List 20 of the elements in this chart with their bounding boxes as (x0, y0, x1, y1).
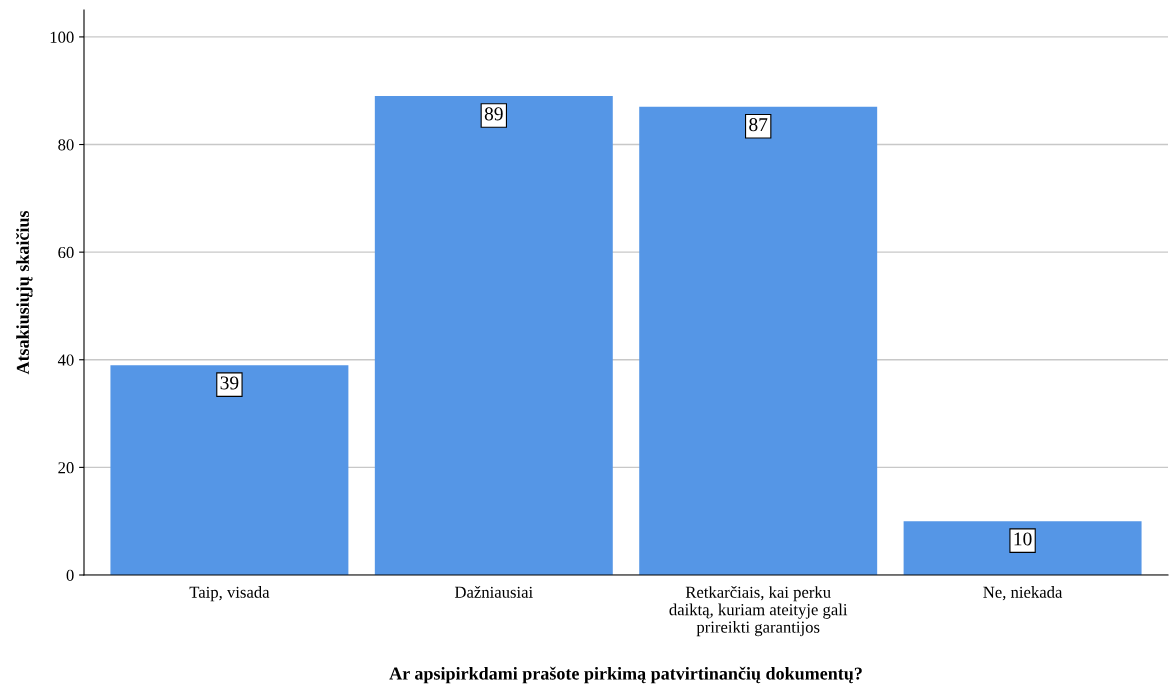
bar (110, 365, 349, 575)
data-label: 87 (749, 118, 768, 132)
y-tick-label: 40 (57, 354, 74, 366)
y-axis-title: Atsakiusiųjų skaičius (16, 210, 33, 375)
data-label: 39 (220, 376, 239, 390)
y-tick-label: 60 (58, 246, 74, 259)
y-tick-label: 100 (50, 31, 74, 43)
bar (374, 96, 613, 575)
x-tick-label: Dažniausiai (454, 586, 533, 598)
bar (903, 521, 1142, 575)
x-tick-label: Retkarčiais, kai perku daiktą, kuriam ateityje gali prireikti garantijos (669, 586, 848, 637)
data-label: 10 (1014, 532, 1032, 546)
y-tick-label: 80 (58, 139, 74, 151)
x-tick-label: Taip, visada (189, 586, 270, 602)
y-tick-label: 20 (58, 462, 74, 474)
x-tick-label: Ne, niekada (983, 586, 1063, 601)
data-label: 89 (484, 107, 503, 121)
x-axis-title: Ar apsipirkdami prašote pirkimą patvirtinančių dokumentų? (389, 666, 862, 684)
bar (639, 106, 878, 575)
y-tick-label: 0 (66, 569, 74, 581)
